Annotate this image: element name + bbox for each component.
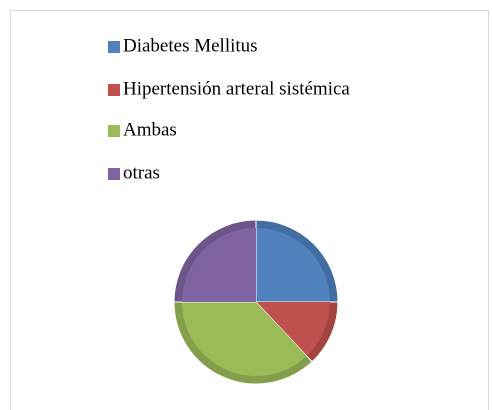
pie-slice-face [182,228,256,302]
legend-label: otras [123,162,160,183]
legend-label: Diabetes Mellitus [123,35,258,56]
pie-slice-face [256,228,330,302]
pie [173,219,339,385]
legend-swatch [108,41,120,53]
pie-slice-face [256,302,330,356]
legend-label: Hipertensión arteral sistémica [123,78,350,99]
legend-swatch [108,84,120,96]
legend-swatch [108,168,120,180]
legend-label: Ambas [123,119,177,140]
legend: Diabetes Mellitus Hipertensión arteral si… [108,35,350,183]
legend-swatch [108,125,120,137]
pie-slice-face [182,302,307,376]
